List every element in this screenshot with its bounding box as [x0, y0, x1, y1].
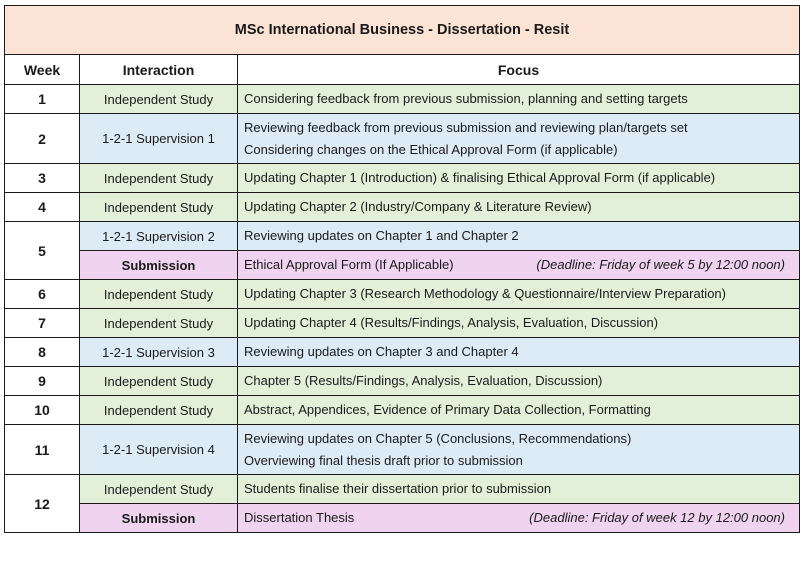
table-row: 9 Independent Study Chapter 5 (Results/F… [4, 366, 800, 396]
focus-line: Overviewing final thesis draft prior to … [244, 452, 523, 468]
table-row: 6 Independent Study Updating Chapter 3 (… [4, 279, 800, 309]
table-row: Submission Dissertation Thesis (Deadline… [5, 503, 800, 533]
deadline-note: (Deadline: Friday of week 5 by 12:00 noo… [536, 257, 785, 272]
interaction-cell: 1-2-1 Supervision 1 [79, 113, 238, 164]
week-number: 10 [4, 395, 80, 425]
focus-cell: Ethical Approval Form (If Applicable) (D… [237, 250, 800, 280]
table-row: 10 Independent Study Abstract, Appendice… [4, 395, 800, 425]
table-row: 11 1-2-1 Supervision 4 Reviewing updates… [4, 424, 800, 475]
week-number: 11 [4, 424, 80, 475]
focus-cell: Chapter 5 (Results/Findings, Analysis, E… [237, 366, 800, 396]
week-number: 9 [4, 366, 80, 396]
focus-cell: Abstract, Appendices, Evidence of Primar… [237, 395, 800, 425]
week-number: 12 [4, 474, 80, 533]
focus-cell: Dissertation Thesis (Deadline: Friday of… [237, 503, 800, 533]
table-row: 5 1-2-1 Supervision 2 Reviewing updates … [4, 221, 800, 280]
table-row: 8 1-2-1 Supervision 3 Reviewing updates … [4, 337, 800, 367]
focus-line: Considering changes on the Ethical Appro… [244, 141, 618, 157]
interaction-cell: Independent Study [79, 308, 238, 338]
focus-cell: Reviewing feedback from previous submiss… [237, 113, 800, 164]
table-row: 7 Independent Study Updating Chapter 4 (… [4, 308, 800, 338]
focus-cell: Considering feedback from previous submi… [237, 84, 800, 114]
week-number: 2 [4, 113, 80, 164]
focus-cell: Reviewing updates on Chapter 3 and Chapt… [237, 337, 800, 367]
focus-cell: Updating Chapter 2 (Industry/Company & L… [237, 192, 800, 222]
submission-cell: Submission [79, 503, 238, 533]
header-interaction: Interaction [79, 54, 238, 85]
focus-line: Reviewing feedback from previous submiss… [244, 119, 688, 135]
focus-line: Reviewing updates on Chapter 5 (Conclusi… [244, 430, 632, 446]
focus-cell: Updating Chapter 4 (Results/Findings, An… [237, 308, 800, 338]
interaction-cell: Independent Study [79, 395, 238, 425]
week-number: 7 [4, 308, 80, 338]
table-row: 3 Independent Study Updating Chapter 1 (… [4, 163, 800, 193]
submission-item: Ethical Approval Form (If Applicable) [244, 257, 454, 272]
interaction-cell: Independent Study [79, 84, 238, 114]
deadline-note: (Deadline: Friday of week 12 by 12:00 no… [529, 510, 785, 525]
table-row: 1 Independent Study Considering feedback… [4, 84, 800, 114]
interaction-cell: 1-2-1 Supervision 4 [79, 424, 238, 475]
table-row: Submission Ethical Approval Form (If App… [5, 250, 800, 280]
table-title: MSc International Business - Dissertatio… [4, 5, 800, 55]
table-row: 12 Independent Study Students finalise t… [4, 474, 800, 533]
header-week: Week [4, 54, 80, 85]
focus-cell: Reviewing updates on Chapter 1 and Chapt… [237, 221, 800, 251]
interaction-cell: 1-2-1 Supervision 3 [79, 337, 238, 367]
week-number: 6 [4, 279, 80, 309]
interaction-cell: Independent Study [79, 163, 238, 193]
week-number: 8 [4, 337, 80, 367]
focus-cell: Students finalise their dissertation pri… [237, 474, 800, 504]
interaction-cell: Independent Study [79, 279, 238, 309]
week-number: 4 [4, 192, 80, 222]
focus-cell: Updating Chapter 1 (Introduction) & fina… [237, 163, 800, 193]
table-row: 4 Independent Study Updating Chapter 2 (… [4, 192, 800, 222]
title-row: MSc International Business - Dissertatio… [4, 5, 800, 55]
table-row: 2 1-2-1 Supervision 1 Reviewing feedback… [4, 113, 800, 164]
interaction-cell: Independent Study [79, 474, 238, 504]
schedule-table: MSc International Business - Dissertatio… [4, 5, 800, 533]
week-number: 5 [4, 221, 80, 280]
week-number: 1 [4, 84, 80, 114]
schedule-container: MSc International Business - Dissertatio… [4, 5, 800, 533]
interaction-cell: Independent Study [79, 192, 238, 222]
submission-cell: Submission [79, 250, 238, 280]
interaction-cell: 1-2-1 Supervision 2 [79, 221, 238, 251]
focus-cell: Reviewing updates on Chapter 5 (Conclusi… [237, 424, 800, 475]
submission-item: Dissertation Thesis [244, 510, 355, 525]
week-number: 3 [4, 163, 80, 193]
focus-cell: Updating Chapter 3 (Research Methodology… [237, 279, 800, 309]
interaction-cell: Independent Study [79, 366, 238, 396]
header-row: Week Interaction Focus [4, 54, 800, 85]
header-focus: Focus [237, 54, 800, 85]
